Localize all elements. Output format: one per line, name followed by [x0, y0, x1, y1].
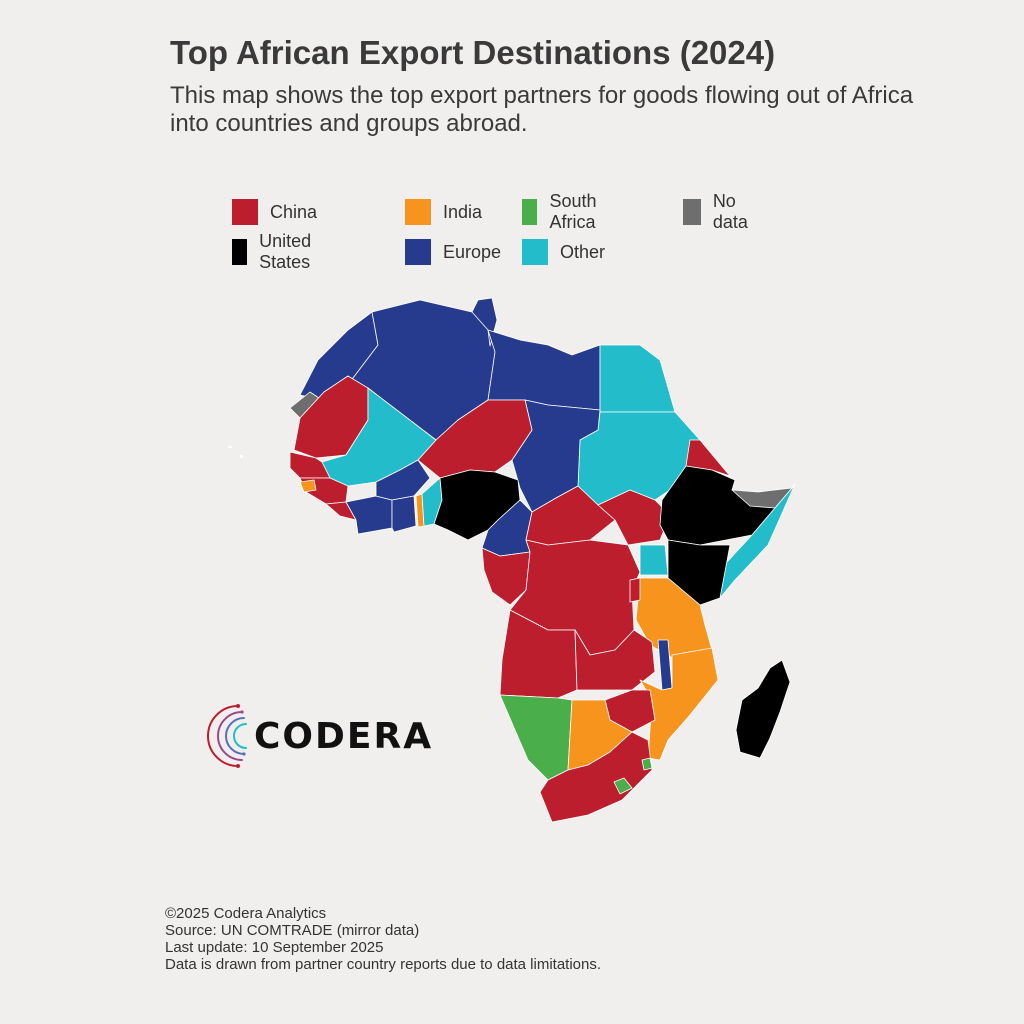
codera-logo-text: CODERA	[254, 715, 434, 757]
legend-label-europe: Europe	[443, 241, 502, 262]
region-south-africa	[539, 731, 653, 823]
island-cape-verde-2	[240, 455, 243, 458]
map-title: Top African Export Destinations (2024)	[170, 34, 776, 71]
region-burkina-faso	[375, 459, 431, 501]
region-gabon-congo	[481, 547, 531, 606]
legend-item-other: Other	[522, 239, 605, 265]
region-uganda	[639, 544, 669, 576]
legend-swatch-south-africa	[522, 199, 538, 225]
footer-copyright: ©2025 Codera Analytics	[165, 905, 327, 922]
region-ivory-coast	[345, 495, 393, 535]
legend-item-no-data: No data	[683, 191, 756, 232]
legend-swatch-no-data	[683, 199, 701, 225]
legend-label-united-states: United States	[259, 231, 312, 272]
legend-item-united-states: United States	[232, 231, 322, 272]
region-rwanda-burundi	[629, 577, 641, 603]
map-subtitle: This map shows the top export partners f…	[170, 82, 914, 137]
legend-item-south-africa: South Africa	[522, 191, 607, 232]
legend-swatch-united-states	[232, 239, 248, 265]
legend-item-china: China	[232, 199, 317, 225]
region-mozambique	[639, 647, 719, 761]
region-sierra-leone	[299, 479, 317, 493]
legend-label-india: India	[443, 201, 483, 222]
legend-item-india: India	[405, 199, 482, 225]
legend-label-no-data: No data	[712, 191, 748, 232]
codera-logo: CODERA	[198, 700, 433, 772]
footer: ©2025 Codera Analytics Source: UN COMTRA…	[165, 905, 601, 973]
region-libya	[487, 329, 601, 411]
legend-swatch-other	[522, 239, 548, 265]
legend-swatch-china	[232, 199, 258, 225]
island-cape-verde	[228, 446, 232, 448]
region-lesotho	[613, 777, 633, 795]
footer-updated: Last update: 10 September 2025	[165, 939, 384, 956]
region-eritrea	[685, 439, 731, 477]
legend-swatch-europe	[405, 239, 431, 265]
region-egypt	[599, 344, 676, 413]
legend-item-europe: Europe	[405, 239, 501, 265]
region-zambia	[574, 629, 656, 691]
legend-label-other: Other	[560, 241, 606, 262]
region-ghana	[391, 495, 417, 533]
footer-source: Source: UN COMTRADE (mirror data)	[165, 922, 420, 939]
footer-note: Data is drawn from partner country repor…	[165, 956, 602, 973]
region-namibia	[499, 694, 573, 781]
legend-label-china: China	[270, 201, 318, 222]
codera-logo-mark-icon	[207, 704, 247, 768]
region-angola	[499, 609, 578, 699]
region-eswatini	[641, 757, 653, 771]
legend-swatch-india	[405, 199, 431, 225]
region-niger	[417, 399, 533, 479]
region-madagascar	[735, 659, 791, 759]
legend-label-south-africa: South Africa	[549, 191, 597, 232]
